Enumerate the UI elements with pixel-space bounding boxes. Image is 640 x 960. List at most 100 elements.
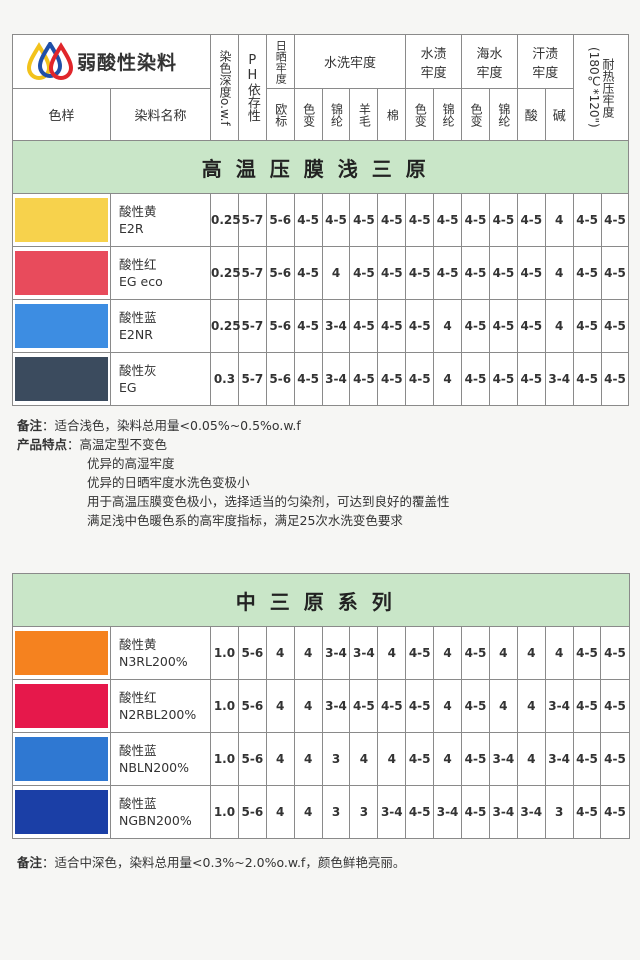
value-cell: 4: [293, 626, 323, 680]
value-cell: 3-4: [349, 626, 379, 680]
value-cell: 4-5: [572, 246, 602, 300]
dye-table-medium: 中三原系列 酸性黄 N3RL200% 1.0 5-6 4 4 3-4 3-4 4 4-5 4 4-5 4…: [12, 573, 630, 839]
table-row: 酸性灰 EG 0.3 5-7 5-6 4-5 3-4 4-5 4-5 4-5 4 4-5 4-5 4-5 3…: [12, 352, 630, 406]
features-line: 产品特点：高温定型不变色: [17, 437, 168, 452]
value-cell: 3-4: [488, 785, 518, 839]
value-cell: 4: [377, 732, 407, 786]
value-cell: 4: [433, 352, 463, 406]
value-cell: 4-5: [572, 732, 602, 786]
value-cell: 4-5: [405, 679, 435, 733]
value-cell: 4: [293, 732, 323, 786]
feature-item: 优异的日晒牢度水洗色变极小: [87, 475, 250, 490]
color-swatch: [12, 352, 111, 406]
value-cell: 4-5: [461, 732, 490, 786]
value-cell: 5-7: [237, 299, 267, 353]
value-cell: 4-5: [600, 785, 630, 839]
note-section2: 备注：适合中深色，染料总用量<0.3%~2.0%o.w.f，颜色鲜艳亮丽。: [17, 855, 406, 870]
value-cell: 4-5: [433, 193, 463, 247]
logo-cell: 弱酸性染料: [11, 34, 212, 89]
value-cell: 5-6: [265, 352, 295, 406]
header-water-nylon: 锦纶: [433, 88, 463, 141]
section-title: 中三原系列: [12, 573, 630, 627]
value-cell: 4-5: [405, 352, 435, 406]
page-title: 弱酸性染料: [77, 52, 178, 74]
section-title: 高温压膜浅三原: [11, 140, 630, 194]
value-cell: 3-4: [516, 785, 546, 839]
value-cell: 1.0: [210, 785, 239, 839]
value-cell: 0.25: [210, 193, 241, 247]
value-cell: 4-5: [349, 193, 379, 247]
dye-name: 酸性蓝 NGBN200%: [110, 785, 211, 839]
value-cell: 5-6: [237, 732, 267, 786]
droplets-logo-icon: [27, 41, 73, 80]
header-sweat-alkali: 碱: [544, 88, 574, 141]
value-cell: 4-5: [572, 626, 602, 680]
header-water: 水渍牢度: [405, 34, 463, 89]
header-ph: PH依存性: [237, 34, 267, 141]
value-cell: 5-6: [237, 679, 267, 733]
header-heat: 耐热压牢度(180℃*120"): [572, 34, 630, 141]
value-cell: 5-7: [237, 193, 267, 247]
value-cell: 4-5: [461, 626, 490, 680]
value-cell: 4-5: [293, 352, 323, 406]
value-cell: 4: [433, 679, 463, 733]
table-row: 酸性蓝 NBLN200% 1.0 5-6 4 4 3 4 4 4-5 4 4-5 3-4 4 3-4 4-5 4…: [12, 732, 630, 786]
dye-table-light: 弱酸性染料 染色深度o.w.f PH依存性 日晒牢度 水洗牢度 水渍牢度 海水牢…: [11, 34, 630, 406]
table-row: 酸性红 N2RBL200% 1.0 5-6 4 4 3-4 4-5 4-5 4-5 4 4-5 4 4 3-…: [12, 679, 630, 733]
header-sweat: 汗渍牢度: [516, 34, 574, 89]
color-swatch: [12, 785, 111, 839]
value-cell: 4-5: [349, 679, 379, 733]
header-wash-nylon: 锦纶: [321, 88, 351, 141]
value-cell: 3: [544, 785, 574, 839]
value-cell: 4-5: [600, 299, 630, 353]
value-cell: 4-5: [405, 732, 435, 786]
value-cell: 4-5: [377, 352, 407, 406]
value-cell: 4-5: [377, 246, 407, 300]
value-cell: 4-5: [461, 785, 490, 839]
value-cell: 1.0: [210, 732, 239, 786]
value-cell: 1.0: [210, 679, 239, 733]
value-cell: 5-7: [237, 246, 267, 300]
value-cell: 3-4: [321, 626, 351, 680]
dye-name: 酸性红 EG eco: [109, 246, 212, 300]
value-cell: 3: [321, 785, 351, 839]
value-cell: 4: [265, 626, 295, 680]
header-sea-color: 色变: [461, 88, 490, 141]
color-swatch: [12, 626, 111, 680]
value-cell: 5-6: [265, 193, 295, 247]
color-swatch: [12, 732, 111, 786]
value-cell: 4-5: [349, 299, 379, 353]
value-cell: 4: [544, 626, 574, 680]
value-cell: 4-5: [488, 246, 518, 300]
value-cell: 4-5: [600, 626, 630, 680]
value-cell: 0.25: [210, 246, 241, 300]
value-cell: 4-5: [433, 246, 463, 300]
value-cell: 4-5: [405, 299, 435, 353]
feature-item: 用于高温压膜变色极小，选择适当的匀染剂，可达到良好的覆盖性: [87, 494, 450, 509]
value-cell: 4-5: [572, 785, 602, 839]
value-cell: 0.3: [210, 352, 239, 406]
table-row: 酸性蓝 NGBN200% 1.0 5-6 4 4 3 3 3-4 4-5 3-4 4-5 3-4 3-4 3…: [12, 785, 630, 839]
value-cell: 4-5: [293, 246, 323, 300]
color-swatch: [12, 193, 111, 247]
value-cell: 4-5: [461, 193, 490, 247]
value-cell: 4-5: [461, 246, 490, 300]
value-cell: 4-5: [405, 626, 435, 680]
header-sea: 海水牢度: [461, 34, 518, 89]
value-cell: 1.0: [210, 626, 239, 680]
value-cell: 3-4: [544, 679, 574, 733]
header-swatch: 色样: [12, 88, 111, 141]
value-cell: 4-5: [516, 299, 546, 353]
value-cell: 4-5: [572, 193, 602, 247]
value-cell: 4: [293, 785, 323, 839]
value-cell: 4-5: [461, 679, 490, 733]
dye-name: 酸性红 N2RBL200%: [110, 679, 211, 733]
value-cell: 4-5: [600, 193, 630, 247]
value-cell: 4: [349, 732, 379, 786]
value-cell: 4-5: [293, 193, 323, 247]
header-light-eu: 欧标: [265, 88, 295, 141]
value-cell: 3-4: [544, 732, 574, 786]
value-cell: 4: [488, 626, 518, 680]
value-cell: 4: [265, 785, 295, 839]
value-cell: 4: [544, 246, 574, 300]
